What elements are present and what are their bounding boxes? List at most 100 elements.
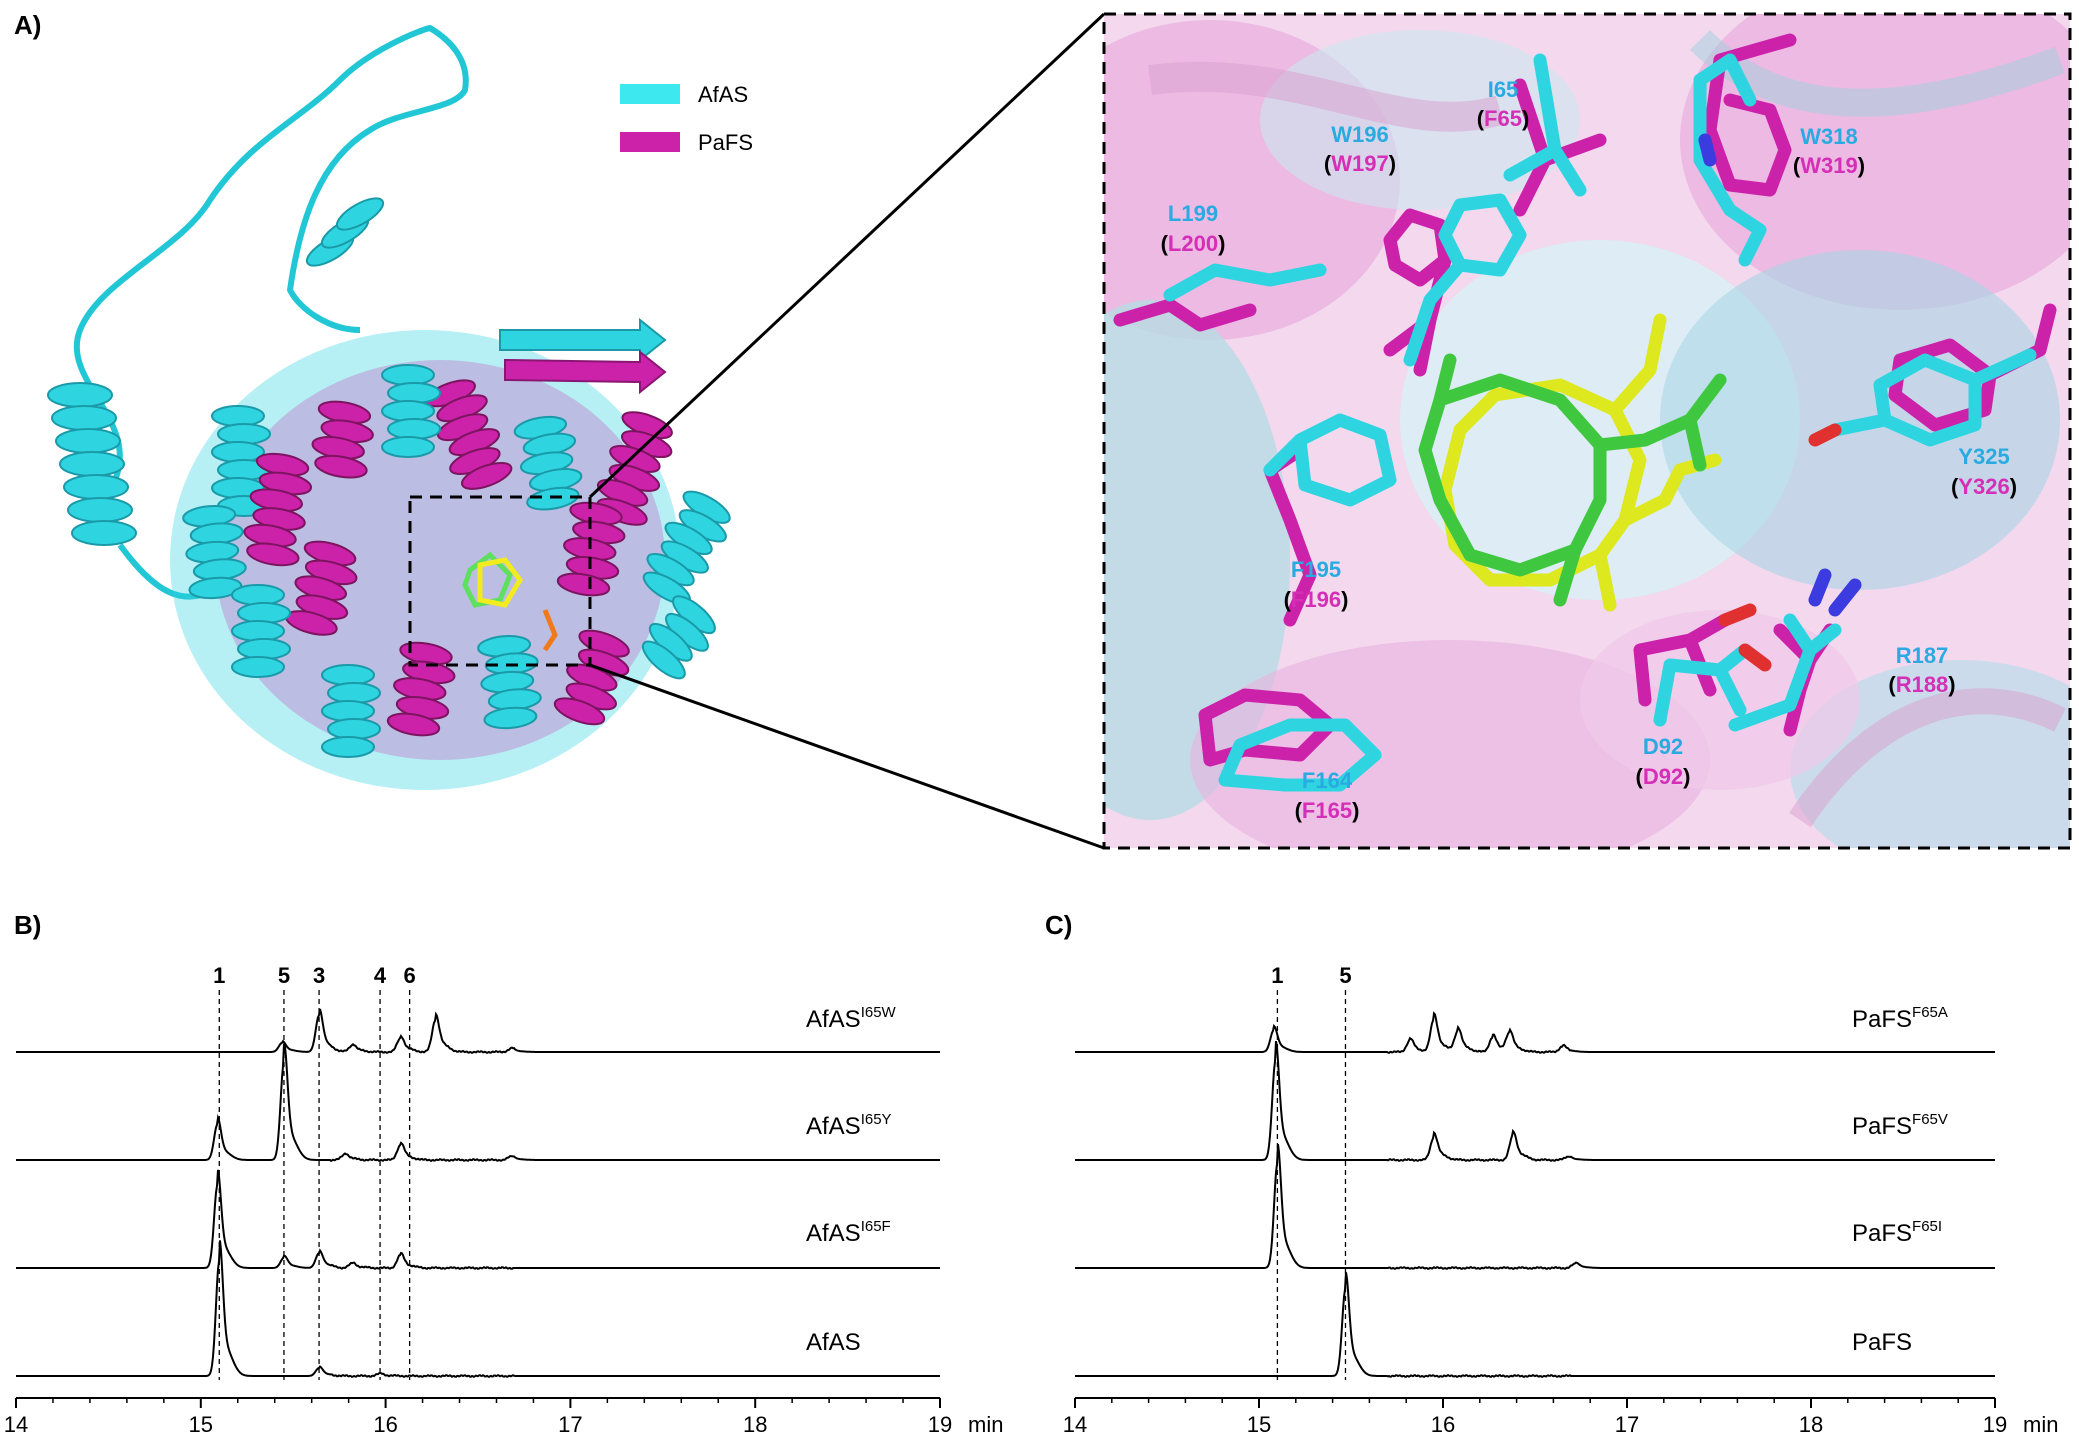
x-tick-label: 15: [189, 1412, 213, 1434]
trace-label-sup: F65V: [1912, 1111, 1948, 1128]
residue-pafs-name: D92: [1643, 764, 1683, 789]
trace-label: PaFSF65I: [1852, 1218, 1942, 1247]
residue-pafs-line: (F65): [1477, 106, 1530, 131]
residue-label-l199: L199 (L200): [1161, 201, 1226, 256]
residue-afas-name: D92: [1643, 734, 1683, 759]
chromatogram-trace: [1075, 1011, 1995, 1055]
residue-label-i65: I65 (F65): [1477, 77, 1530, 131]
chromatogram-trace: [1075, 1143, 1995, 1271]
alpha-helix: [553, 629, 630, 726]
trace-label-sup: I65F: [861, 1218, 891, 1235]
chromatogram-trace: [1075, 1040, 1995, 1163]
residue-afas-name: Y325: [1958, 444, 2009, 469]
residue-label-y325: Y325 (Y326): [1951, 444, 2017, 499]
chromatogram-trace: [16, 1008, 940, 1055]
structure-legend: AfAS PaFS: [620, 82, 753, 155]
residue-pafs-name: R188: [1896, 672, 1949, 697]
helix-bundle: [182, 364, 731, 758]
trace-label-sup: F65I: [1912, 1218, 1942, 1235]
trace-label: AfAS: [806, 1329, 861, 1356]
x-tick-label: 15: [1247, 1412, 1271, 1434]
residue-pafs-line: (R188): [1888, 672, 1955, 697]
peak-label: 5: [1339, 963, 1351, 988]
residue-pafs-name: F165: [1302, 798, 1352, 823]
chromatogram-trace: [16, 1043, 940, 1163]
peak-label: 5: [278, 963, 290, 988]
x-axis-unit: min: [968, 1412, 1003, 1434]
x-tick-label: 16: [1431, 1412, 1455, 1434]
residue-label-f195: F195 (F196): [1284, 557, 1349, 612]
residue-pafs-line: (Y326): [1951, 474, 2017, 499]
protein-overview-structure: [47, 25, 731, 790]
panel-b: B) 1 5 3 4 614 15 16 17 18 19 min AfASI65W AfASI65…: [4, 910, 1004, 1434]
trace-labels-b: AfASI65W AfASI65Y AfASI65F AfAS: [806, 1004, 897, 1356]
trace-label: AfASI65Y: [806, 1111, 892, 1140]
trace-label-sup: I65W: [861, 1004, 897, 1021]
legend-swatch-afas: [620, 84, 680, 104]
active-site-zoom: I65 (F65) W196 (W197) W318 (W319) L199 (…: [1102, 12, 2072, 850]
residue-label-w196: W196 (W197): [1324, 122, 1396, 176]
chromatogram-trace: [1075, 1272, 1995, 1379]
residue-pafs-name: W197: [1331, 151, 1388, 176]
zoom-connector-top: [588, 12, 1106, 499]
trace-label: PaFS: [1852, 1329, 1912, 1356]
residue-afas-name: L199: [1168, 201, 1218, 226]
residue-afas-name: F195: [1291, 557, 1341, 582]
alpha-helix: [556, 501, 626, 597]
x-tick-label: 19: [928, 1412, 952, 1434]
residue-pafs-name: F196: [1291, 587, 1341, 612]
trace-label-sup: F65A: [1912, 1004, 1948, 1021]
x-tick-label: 18: [743, 1412, 767, 1434]
alpha-helix: [311, 400, 374, 479]
alpha-helix: [285, 540, 358, 636]
trace-label: PaFSF65A: [1852, 1004, 1948, 1033]
residue-pafs-name: W319: [1800, 153, 1857, 178]
trace-label: AfASI65W: [806, 1004, 897, 1033]
trace-label-base: AfAS: [806, 1113, 861, 1140]
legend-swatch-pafs: [620, 132, 680, 152]
residue-pafs-line: (D92): [1635, 764, 1690, 789]
trace-label-base: AfAS: [806, 1220, 861, 1247]
alpha-helix: [642, 490, 731, 605]
peak-label: 1: [1271, 963, 1283, 988]
upper-helix: [305, 197, 385, 267]
residue-label-r187: R187 (R188): [1888, 643, 1955, 697]
n-terminal-helix: [47, 382, 137, 546]
active-site-selection-box: [408, 495, 592, 667]
residue-label-w318: W318 (W319): [1793, 124, 1865, 178]
chromatogram-trace: [16, 1240, 940, 1379]
ligand-sticks: [1418, 313, 1727, 612]
chromatogram-b: 1 5 3 4 614 15 16 17 18 19 min: [4, 963, 1004, 1434]
trace-label-base: AfAS: [806, 1329, 861, 1356]
peak-label: 6: [403, 963, 415, 988]
peak-label: 4: [374, 963, 387, 988]
trace-label-base: AfAS: [806, 1006, 861, 1033]
trace-label-base: PaFS: [1852, 1220, 1912, 1247]
residue-sticks: [1113, 33, 2057, 792]
alpha-helix: [513, 415, 583, 511]
x-tick-label: 18: [1799, 1412, 1823, 1434]
loop-region: [73, 25, 469, 482]
residue-afas-name: I65: [1488, 77, 1519, 102]
x-tick-label: 14: [1063, 1412, 1087, 1434]
alpha-helix: [424, 379, 513, 490]
panel-c-letter: C): [1045, 910, 1072, 940]
residue-afas-name: R187: [1896, 643, 1949, 668]
beta-sheet: [499, 317, 667, 395]
residue-pafs-line: (L200): [1161, 231, 1226, 256]
x-tick-label: 16: [373, 1412, 397, 1434]
trace-label: AfASI65F: [806, 1218, 891, 1247]
trace-label: PaFSF65V: [1852, 1111, 1948, 1140]
zoom-panel-border: [1102, 12, 2072, 850]
alpha-helix: [641, 595, 716, 680]
trace-labels-c: PaFSF65A PaFSF65V PaFSF65I PaFS: [1852, 1004, 1948, 1356]
ligand-overview: [462, 551, 558, 652]
residue-pafs-line: (F196): [1284, 587, 1349, 612]
peak-label: 3: [313, 963, 325, 988]
peak-label: 1: [213, 963, 225, 988]
residue-pafs-name: F65: [1484, 106, 1522, 131]
residue-labels: I65 (F65) W196 (W197) W318 (W319) L199 (…: [1161, 77, 2017, 823]
residue-label-f164: F164 (F165): [1295, 768, 1360, 823]
x-tick-label: 17: [558, 1412, 582, 1434]
